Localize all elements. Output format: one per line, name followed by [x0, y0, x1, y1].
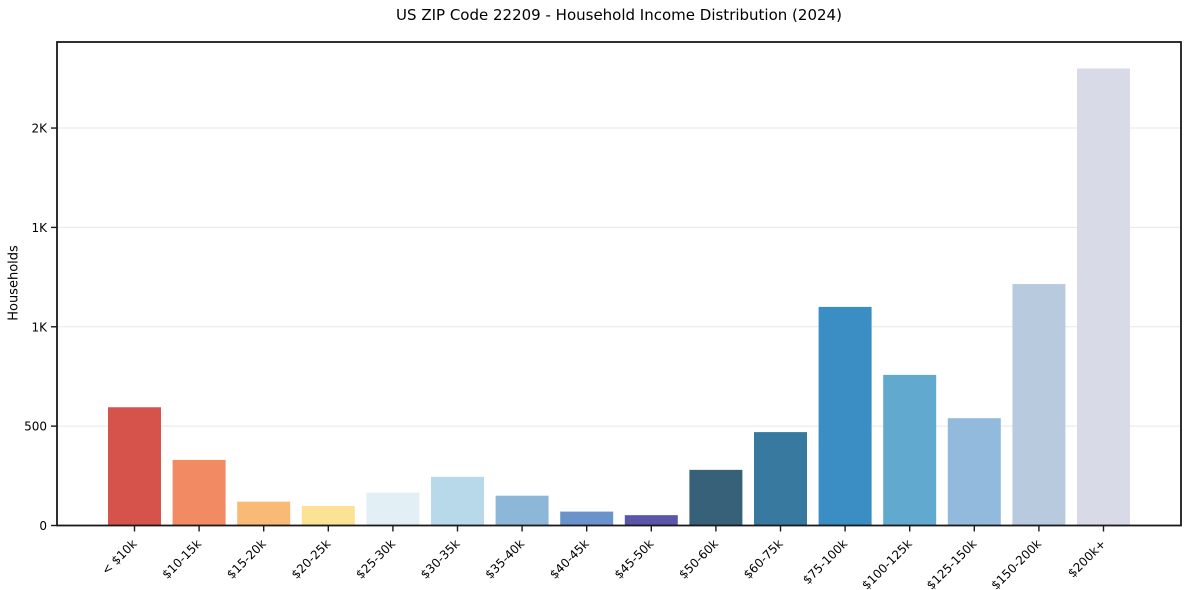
- y-tick-label: 500: [24, 420, 47, 434]
- x-tick-label: $20-25k: [289, 537, 334, 582]
- bar: [495, 495, 549, 526]
- x-tick-label: < $10k: [99, 537, 140, 578]
- bar: [947, 418, 1001, 526]
- bar: [431, 476, 484, 526]
- x-tick-label: $15-20k: [224, 537, 269, 582]
- bar: [1012, 284, 1066, 526]
- bar: [624, 515, 678, 526]
- bar: [301, 506, 355, 526]
- y-tick-label: 0: [39, 519, 47, 533]
- y-tick-label: 1K: [31, 221, 48, 235]
- bar: [818, 306, 872, 526]
- x-tick-label: $25-30k: [353, 537, 398, 582]
- x-tick-label: $60-75k: [741, 537, 786, 582]
- x-tick-label: $125-150k: [924, 537, 980, 590]
- bar: [366, 492, 420, 526]
- x-tick-label: $10-15k: [159, 537, 204, 582]
- x-tick-label: $200k+: [1065, 537, 1109, 581]
- chart-title: US ZIP Code 22209 - Household Income Dis…: [396, 6, 842, 24]
- y-tick-label: 2K: [31, 122, 48, 136]
- x-tick-label: $75-100k: [800, 537, 850, 587]
- x-tick-label: $150-200k: [988, 537, 1044, 590]
- x-tick-label: $45-50k: [612, 537, 657, 582]
- x-tick-label: $30-35k: [418, 537, 463, 582]
- bar: [172, 459, 226, 526]
- x-tick-label: $100-125k: [859, 537, 915, 590]
- bar: [560, 511, 614, 526]
- bar: [1077, 68, 1130, 526]
- y-tick-label: 1K: [31, 320, 48, 334]
- x-tick-label: $40-45k: [547, 537, 592, 582]
- bar: [689, 469, 743, 526]
- x-tick-label: $50-60k: [676, 537, 721, 582]
- bar: [237, 501, 291, 526]
- bar: [108, 407, 161, 526]
- plot-border: [56, 41, 1182, 527]
- bar: [754, 432, 807, 526]
- x-tick-label: $35-40k: [482, 537, 527, 582]
- bar: [883, 374, 937, 526]
